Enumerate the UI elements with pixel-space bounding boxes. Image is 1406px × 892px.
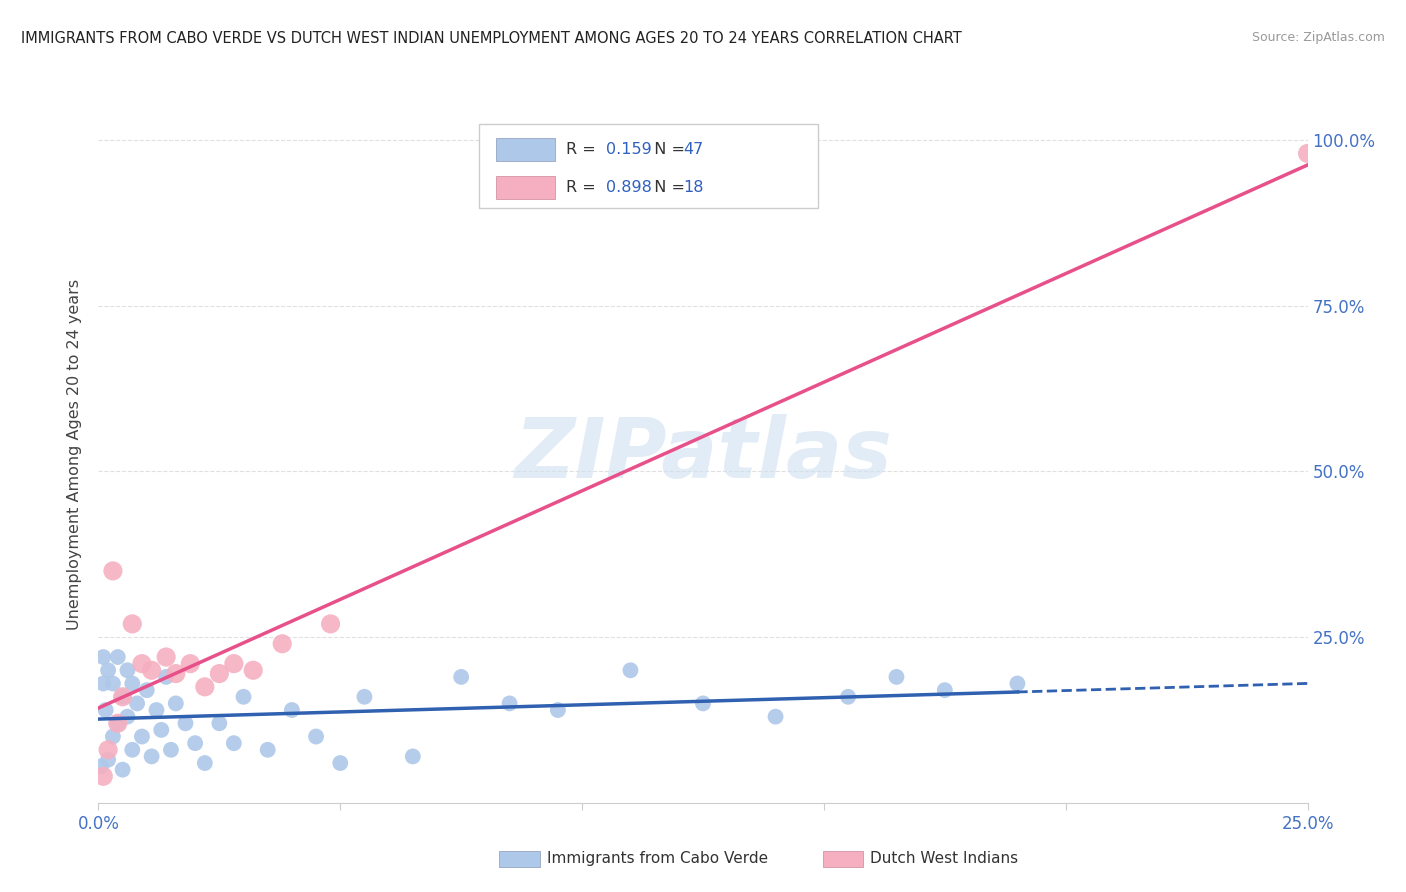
Point <box>692 697 714 711</box>
Text: ZIPatlas: ZIPatlas <box>515 415 891 495</box>
Point <box>91 650 114 665</box>
Point <box>305 730 328 744</box>
Point <box>165 697 187 711</box>
Point <box>101 676 124 690</box>
Point <box>402 749 425 764</box>
Point <box>498 697 520 711</box>
Text: Dutch West Indians: Dutch West Indians <box>870 852 1018 866</box>
Point <box>97 663 120 677</box>
Point <box>107 716 129 731</box>
Point <box>155 650 177 665</box>
Point <box>141 663 163 677</box>
Point <box>319 616 342 631</box>
Point <box>271 637 294 651</box>
Text: N =: N = <box>644 179 690 194</box>
Point <box>242 663 264 677</box>
Point <box>837 690 859 704</box>
Point <box>886 670 908 684</box>
Text: Source: ZipAtlas.com: Source: ZipAtlas.com <box>1251 31 1385 45</box>
Point <box>97 753 120 767</box>
Point <box>107 650 129 665</box>
Point <box>131 657 153 671</box>
Point <box>179 657 201 671</box>
Point <box>97 743 120 757</box>
Point <box>111 763 134 777</box>
Point <box>1007 676 1029 690</box>
Point <box>222 736 245 750</box>
Point <box>135 683 157 698</box>
Point <box>450 670 472 684</box>
Point <box>174 716 197 731</box>
Text: N =: N = <box>644 142 690 157</box>
Point <box>117 663 139 677</box>
Text: 0.898: 0.898 <box>606 179 651 194</box>
Point <box>145 703 167 717</box>
Point <box>91 769 114 783</box>
Point <box>121 616 143 631</box>
Point <box>208 716 231 731</box>
Text: Immigrants from Cabo Verde: Immigrants from Cabo Verde <box>547 852 768 866</box>
Point <box>547 703 569 717</box>
Point <box>155 670 177 684</box>
Point <box>765 709 787 723</box>
Point <box>111 690 134 704</box>
Text: 47: 47 <box>683 142 703 157</box>
Y-axis label: Unemployment Among Ages 20 to 24 years: Unemployment Among Ages 20 to 24 years <box>67 279 83 631</box>
Point <box>107 716 129 731</box>
Text: IMMIGRANTS FROM CABO VERDE VS DUTCH WEST INDIAN UNEMPLOYMENT AMONG AGES 20 TO 24: IMMIGRANTS FROM CABO VERDE VS DUTCH WEST… <box>21 31 962 46</box>
Point <box>131 730 153 744</box>
Point <box>150 723 173 737</box>
Text: 18: 18 <box>683 179 703 194</box>
Point <box>256 743 278 757</box>
Point <box>353 690 375 704</box>
Point <box>160 743 183 757</box>
Point <box>329 756 352 770</box>
Point <box>101 730 124 744</box>
Point <box>91 676 114 690</box>
Point <box>281 703 304 717</box>
Point <box>121 676 143 690</box>
Text: R =: R = <box>567 179 602 194</box>
Point <box>94 703 117 717</box>
Text: 0.159: 0.159 <box>606 142 651 157</box>
Point <box>194 756 217 770</box>
Point <box>184 736 207 750</box>
Text: R =: R = <box>567 142 602 157</box>
Point <box>619 663 641 677</box>
Point <box>90 759 112 773</box>
Point <box>208 666 231 681</box>
Point <box>934 683 956 698</box>
Point <box>1296 146 1319 161</box>
Point <box>165 666 187 681</box>
Point <box>117 709 139 723</box>
Point <box>111 690 134 704</box>
Point <box>101 564 124 578</box>
Point <box>141 749 163 764</box>
Point <box>232 690 254 704</box>
Point <box>194 680 217 694</box>
Point <box>127 697 149 711</box>
Point <box>121 743 143 757</box>
Point <box>222 657 245 671</box>
